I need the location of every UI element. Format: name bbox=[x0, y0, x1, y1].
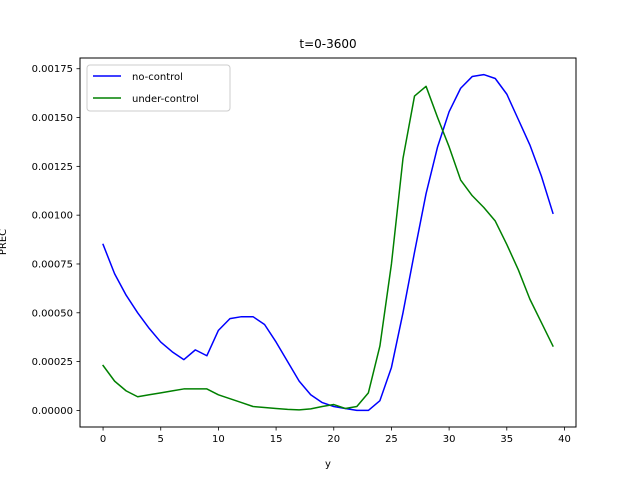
y-tick-label: 0.00125 bbox=[32, 162, 73, 173]
y-axis: 0.00000 0.00025 0.00050 0.00075 0.00100 0.001… bbox=[32, 64, 80, 417]
y-tick-label: 0.00100 bbox=[32, 211, 73, 222]
x-tick-label: 35 bbox=[500, 434, 513, 445]
chart-title: t=0-3600 bbox=[299, 37, 356, 51]
y-tick-label: 0.00000 bbox=[32, 406, 73, 417]
x-tick-label: 40 bbox=[558, 434, 571, 445]
legend-label-no-control: no-control bbox=[132, 72, 183, 83]
legend-label-under-control: under-control bbox=[132, 94, 199, 105]
plot-frame bbox=[79, 57, 577, 428]
y-tick-label: 0.00025 bbox=[32, 357, 73, 368]
y-tick-label: 0.00175 bbox=[32, 64, 73, 75]
x-axis: 0 5 10 15 20 25 30 35 40 bbox=[100, 427, 571, 445]
series-line-no-control bbox=[102, 73, 554, 412]
x-axis-label: y bbox=[325, 459, 331, 470]
legend-box bbox=[86, 64, 231, 112]
y-tick-label: 0.00075 bbox=[32, 259, 73, 270]
x-tick-label: 20 bbox=[327, 434, 340, 445]
y-tick-label: 0.00050 bbox=[32, 308, 73, 319]
legend: no-control under-control bbox=[86, 64, 231, 112]
y-tick-label: 0.00150 bbox=[32, 113, 73, 124]
plot-lines bbox=[102, 73, 554, 412]
x-tick-label: 10 bbox=[212, 434, 225, 445]
y-axis-label: PREC bbox=[0, 229, 9, 255]
x-tick-label: 0 bbox=[100, 434, 106, 445]
x-tick-label: 25 bbox=[385, 434, 398, 445]
x-tick-label: 5 bbox=[158, 434, 164, 445]
x-tick-label: 30 bbox=[443, 434, 456, 445]
series-line-under-control bbox=[102, 85, 554, 411]
x-tick-label: 15 bbox=[270, 434, 283, 445]
